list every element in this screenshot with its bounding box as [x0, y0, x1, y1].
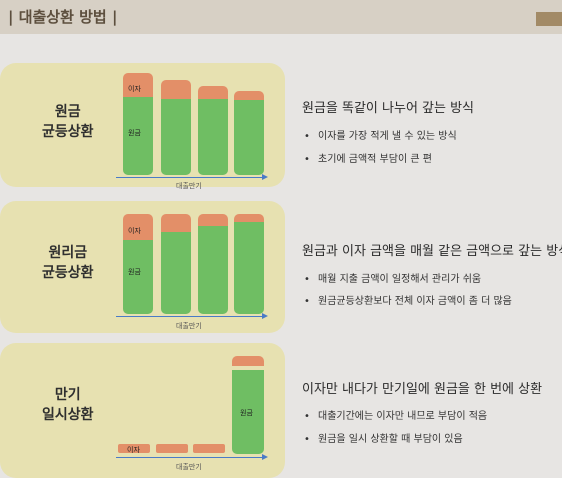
method-label-equal-principal: 원금 균등상환: [42, 104, 94, 140]
header-bar: [0, 0, 562, 34]
principal-segment: [198, 226, 228, 314]
axis-label: 대출만기: [176, 182, 202, 190]
interest-bar-1: [118, 444, 150, 453]
bar-4: [234, 214, 264, 314]
bullet-item: • 원금을 일시 상환할 때 부담이 있음: [304, 434, 463, 445]
interest-segment: [161, 80, 191, 99]
bar-2: [161, 214, 191, 314]
principal-label: 원금: [128, 268, 141, 276]
method-title: 원금을 똑같이 나누어 갚는 방식: [302, 101, 475, 116]
bar-2: [161, 80, 191, 175]
interest-segment: [123, 214, 153, 240]
interest-label: 이자: [127, 446, 140, 454]
principal-segment: [161, 232, 191, 314]
bullet-item: • 초기에 금액적 부담이 큰 편: [304, 154, 432, 165]
principal-segment: [123, 97, 153, 175]
interest-segment: [198, 214, 228, 226]
principal-segment: [123, 240, 153, 314]
method-title: 원금과 이자 금액을 매월 같은 금액으로 갚는 방식: [302, 244, 562, 259]
bar-3: [198, 86, 228, 175]
final-bar: [232, 356, 264, 454]
bar-4: [234, 91, 264, 175]
principal-segment: [234, 222, 264, 314]
bullet-item: • 원금균등상환보다 전체 이자 금액이 좀 더 많음: [304, 296, 512, 307]
interest-segment: [123, 73, 153, 97]
interest-segment: [161, 214, 191, 232]
principal-segment: [161, 99, 191, 175]
method-label-bullet-repayment: 만기 일시상환: [42, 387, 94, 423]
principal-label: 원금: [240, 409, 253, 417]
maturity-arrow: [116, 174, 268, 180]
axis-label: 대출만기: [176, 463, 202, 471]
bar-3: [198, 214, 228, 314]
interest-segment: [234, 214, 264, 222]
method-title: 이자만 내다가 만기일에 원금을 한 번에 상환: [302, 382, 543, 397]
interest-segment: [232, 356, 264, 366]
page-header: | 대출상환 방법 |: [0, 0, 562, 48]
bar-1: [123, 73, 153, 175]
interest-segment: [198, 86, 228, 99]
principal-segment: [232, 370, 264, 454]
section-title: | 대출상환 방법 |: [8, 8, 118, 26]
bullet-item: • 이자를 가장 적게 낼 수 있는 방식: [304, 131, 457, 142]
maturity-arrow: [116, 313, 268, 319]
interest-bar-3: [193, 444, 225, 453]
interest-segment: [234, 91, 264, 100]
principal-segment: [198, 99, 228, 175]
bar-1: [123, 214, 153, 314]
interest-label: 이자: [128, 227, 141, 235]
bullet-item: • 매월 지출 금액이 일정해서 관리가 쉬움: [304, 274, 482, 285]
method-label-equal-payment: 원리금 균등상환: [42, 245, 94, 281]
principal-label: 원금: [128, 129, 141, 137]
bullet-item: • 대출기간에는 이자만 내므로 부담이 적음: [304, 411, 488, 422]
axis-label: 대출만기: [176, 322, 202, 330]
interest-label: 이자: [128, 85, 141, 93]
principal-segment: [234, 100, 264, 175]
interest-bar-2: [156, 444, 188, 453]
header-accent: [536, 12, 562, 26]
maturity-arrow: [116, 454, 268, 460]
